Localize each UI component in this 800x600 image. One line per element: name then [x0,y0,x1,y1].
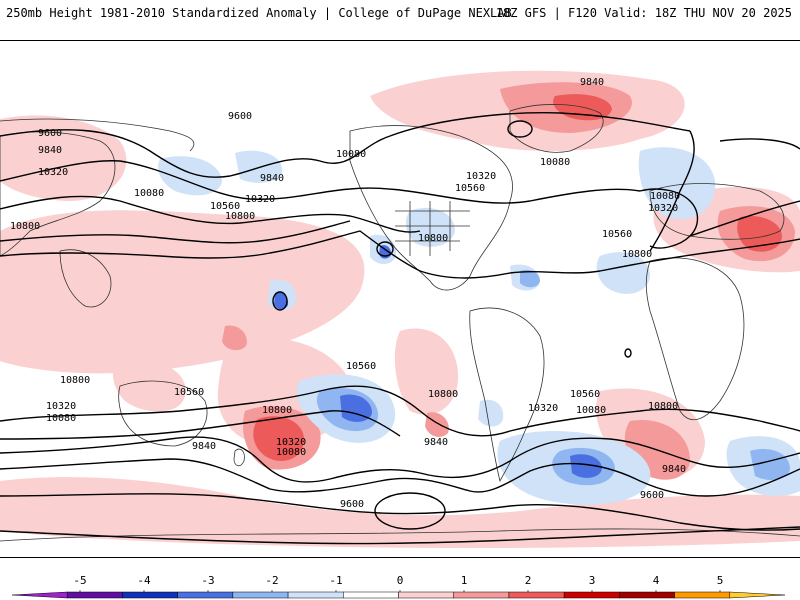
contour-label: 10800 [10,221,40,232]
contour-label: 10560 [455,183,485,194]
colorbar-legend: -5 -4 -3 -2 -1 0 1 2 3 4 5 [0,566,800,600]
map-panel: 9840 9600 9600 9840 10320 10080 9840 100… [0,40,800,558]
colorbar-segment [343,591,399,599]
colorbar-tick-label: -1 [329,574,342,587]
contour-label: 10080 [134,188,164,199]
colorbar-segment [563,591,620,599]
contour-label: 10560 [346,361,376,372]
contour-label: 10080 [276,447,306,458]
map-title: 250mb Height 1981-2010 Standardized Anom… [6,6,512,20]
colorbar-segment [619,591,675,599]
colorbar-segment [232,591,289,599]
contour-label: 10320 [648,203,678,214]
colorbar-segment [66,591,123,599]
contour-label: 10320 [276,437,306,448]
colorbar-tick-label: -5 [73,574,86,587]
contour-label: 10800 [225,211,255,222]
model-run-info: 18Z GFS | F120 Valid: 18Z THU NOV 20 202… [495,6,792,20]
colorbar-tick-label: -2 [265,574,278,587]
contour-label: 9840 [38,145,62,156]
contour-label: 9600 [340,499,364,510]
contour-label: 9840 [192,441,216,452]
colorbar-tick-label: 0 [397,574,404,587]
anomaly-shading-negative-3 [274,245,602,478]
contour-label: 10800 [622,249,652,260]
contour-label: 10320 [245,194,275,205]
contour-label: 9600 [38,128,62,139]
colorbar-segment [674,591,731,599]
contour-label: 10320 [38,167,68,178]
contour-label: 9840 [580,77,604,88]
contour-label: 10080 [46,413,76,424]
contour-label: 10560 [570,389,600,400]
contour-label: 10080 [336,149,366,160]
colorbar-tick-label: 1 [461,574,468,587]
colorbar-segment [122,591,178,599]
colorbar-tick-label: 4 [653,574,660,587]
contour-label: 9840 [260,173,284,184]
colorbar-tick-label: 3 [589,574,596,587]
contour-label: 10320 [466,171,496,182]
anomaly-shading-positive-1 [0,70,800,549]
height-contours [0,112,800,545]
contour-label: 10080 [540,157,570,168]
colorbar-segment [398,591,454,599]
colorbar-tick-label: 5 [717,574,724,587]
contour-label: 10560 [210,201,240,212]
colorbar-tick-label: -3 [201,574,214,587]
colorbar-segment [453,591,510,599]
contour-label: 9600 [640,490,664,501]
contour-label: 10800 [428,389,458,400]
contour-label: 10080 [576,405,606,416]
contour-label: 9840 [424,437,448,448]
colorbar-canvas: -5 -4 -3 -2 -1 0 1 2 3 4 5 [11,574,786,599]
colorbar-segment [177,591,234,599]
colorbar-segment [508,591,565,599]
contour-label: 10320 [528,403,558,414]
colorbar-tick-label: 2 [525,574,532,587]
contour-label: 10080 [650,191,680,202]
contour-label: 10800 [648,401,678,412]
colorbar-tick-label: -4 [137,574,151,587]
contour-label: 10800 [418,233,448,244]
map-canvas: 9840 9600 9600 9840 10320 10080 9840 100… [0,70,800,549]
contour-labels: 9840 9600 9600 9840 10320 10080 9840 100… [10,77,686,510]
colorbar-min-arrow [11,591,68,599]
contour-label: 9840 [662,464,686,475]
colorbar-segment [287,591,344,599]
contour-label: 9600 [228,111,252,122]
contour-label: 10320 [46,401,76,412]
contour-label: 10800 [60,375,90,386]
contour-label: 10560 [174,387,204,398]
colorbar-max-arrow [729,591,786,599]
contour-label: 10560 [602,229,632,240]
contour-label: 10800 [262,405,292,416]
